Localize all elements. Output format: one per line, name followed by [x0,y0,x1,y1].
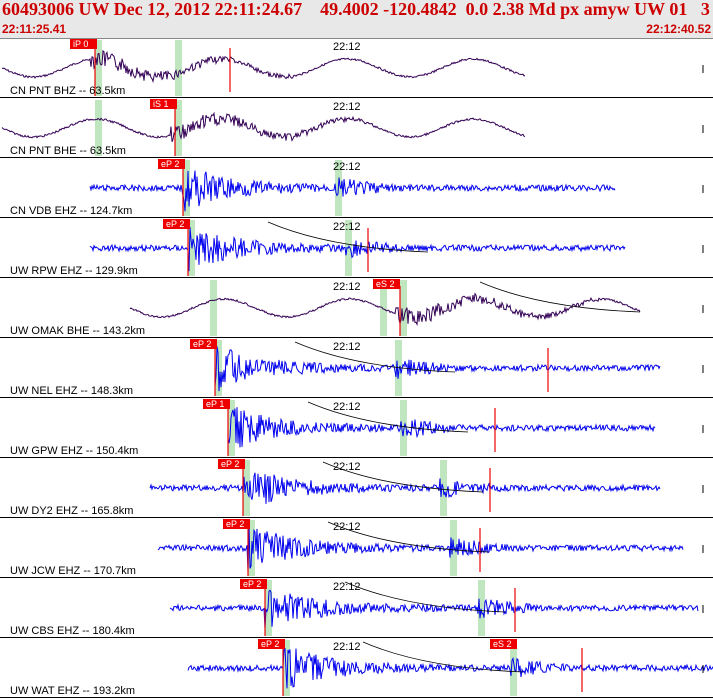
arrival-curve [327,521,489,553]
trace-row[interactable]: 22:12 eP 2 UW CBS EHZ -- 180.4km [0,579,713,638]
arrival-curve [344,581,506,613]
minute-mark-label: 22:12 [333,581,361,593]
minute-mark-label: 22:12 [333,221,361,233]
pick-flag-label: eP 2 [261,639,279,649]
phase-window-band [95,40,102,96]
waveform [129,292,641,327]
pick-flag[interactable] [490,639,517,649]
arrival-curve [294,341,456,373]
pick-flag-label: eP 2 [161,159,179,169]
minute-mark-label: 22:12 [333,161,361,173]
pick-flag-label: eP 2 [226,519,244,529]
arrival-curve [307,401,469,433]
header-bar: 60493006 UW Dec 12, 2012 22:11:24.67 49.… [0,0,713,39]
pick-flag[interactable] [158,159,185,169]
trace-row[interactable]: 22:12 eP 2 UW WAT EHZ -- 193.2km [0,639,713,698]
pick-flag-label: iP 0 [73,39,88,49]
trace-row[interactable]: 22:12 eP 2 CN VDB EHZ -- 124.7km [0,159,713,218]
pick-flag[interactable] [150,99,177,109]
station-label: CN VDB EHZ -- 124.7km [10,205,132,217]
phase-window-band [400,280,407,336]
phase-window-band [510,640,517,696]
waveform [214,346,661,392]
station-label: UW WAT EHZ -- 193.2km [10,685,135,697]
station-label: UW CBS EHZ -- 180.4km [10,625,135,637]
minute-mark-label: 22:12 [333,641,361,653]
waveform [1,111,526,142]
waveform [169,589,699,629]
event-title: 60493006 UW Dec 12, 2012 22:11:24.67 49.… [2,0,710,19]
pick-flag-label: eP 1 [206,399,224,409]
waveform [89,170,616,212]
waveform [89,227,626,272]
phase-window-band [228,400,235,456]
trace-row[interactable]: 22:12 eP 2 UW RPW EHZ -- 129.9km [0,219,713,278]
station-label: CN PNT BHZ -- 63.5km [10,85,125,97]
waveform [227,407,656,448]
pick-flag[interactable] [163,219,190,229]
minute-mark-label: 22:12 [333,281,361,293]
station-label: UW JCW EHZ -- 170.7km [10,565,136,577]
waveform [157,523,684,572]
time-start-label: 22:11:25.41 [2,22,67,36]
arrival-curve [322,461,484,493]
minute-mark-label: 22:12 [333,461,361,473]
pick-flag[interactable] [218,459,245,469]
phase-window-band [380,280,387,336]
trace-row[interactable]: 22:12 eP 2 UW NEL EHZ -- 148.3km [0,339,713,398]
station-label: CN PNT BHE -- 63.5km [10,145,126,157]
station-label: UW NEL EHZ -- 148.3km [10,385,133,397]
phase-window-band [283,640,290,696]
minute-mark-label: 22:12 [333,41,361,53]
pick-flag[interactable] [70,39,97,49]
pick-flag[interactable] [373,279,400,289]
station-label: UW OMAK BHE -- 143.2km [10,325,145,337]
trace-row[interactable]: 22:12 eS 2 UW OMAK BHE -- 143.2km [0,279,713,338]
minute-mark-label: 22:12 [333,101,361,113]
phase-window-band [175,40,182,96]
pick-flag[interactable] [190,339,217,349]
pick-flag-label: eP 2 [166,219,184,229]
arrival-curve [479,281,641,313]
station-label: UW DY2 EHZ -- 165.8km [10,505,133,517]
phase-window-band [175,100,182,156]
minute-mark-label: 22:12 [333,401,361,413]
trace-row[interactable]: 22:12 eP 2 UW JCW EHZ -- 170.7km [0,519,713,578]
pick-flag[interactable] [258,639,285,649]
pick-flag-label: iS 1 [153,99,169,109]
seismogram-panel[interactable]: 22:12 iP 0 CN PNT BHZ -- 63.5km 22:12 iS 1 CN… [0,38,713,698]
minute-mark-label: 22:12 [333,341,361,353]
phase-window-band [95,100,102,156]
arrival-curve [267,221,429,253]
pick-flag[interactable] [203,399,230,409]
trace-row[interactable]: 22:12 iP 0 CN PNT BHZ -- 63.5km [0,39,713,98]
waveform [187,647,713,689]
pick-flag-label: eP 2 [243,579,261,589]
minute-mark-label: 22:12 [333,521,361,533]
pick-flag[interactable] [223,519,250,529]
trace-row[interactable]: 22:12 eP 2 UW DY2 EHZ -- 165.8km [0,459,713,518]
station-label: UW GPW EHZ -- 150.4km [10,445,138,457]
arrival-curve [362,641,524,673]
pick-flag-label: eS 2 [493,639,512,649]
phase-window-band [243,460,250,516]
trace-row[interactable]: 22:12 eP 1 UW GPW EHZ -- 150.4km [0,399,713,458]
trace-row[interactable]: 22:12 iS 1 CN PNT BHE -- 63.5km [0,99,713,158]
time-end-label: 22:12:40.52 [646,22,711,36]
phase-window-band [183,160,190,216]
pick-flag-label: eP 2 [193,339,211,349]
pick-flag-label: eS 2 [376,279,395,289]
phase-window-band [478,580,485,636]
waveform [1,49,526,84]
phase-window-band [210,280,217,336]
pick-flag-label: eP 2 [221,459,239,469]
waveform [149,472,661,504]
pick-flag[interactable] [240,579,267,589]
station-label: UW RPW EHZ -- 129.9km [10,265,138,277]
